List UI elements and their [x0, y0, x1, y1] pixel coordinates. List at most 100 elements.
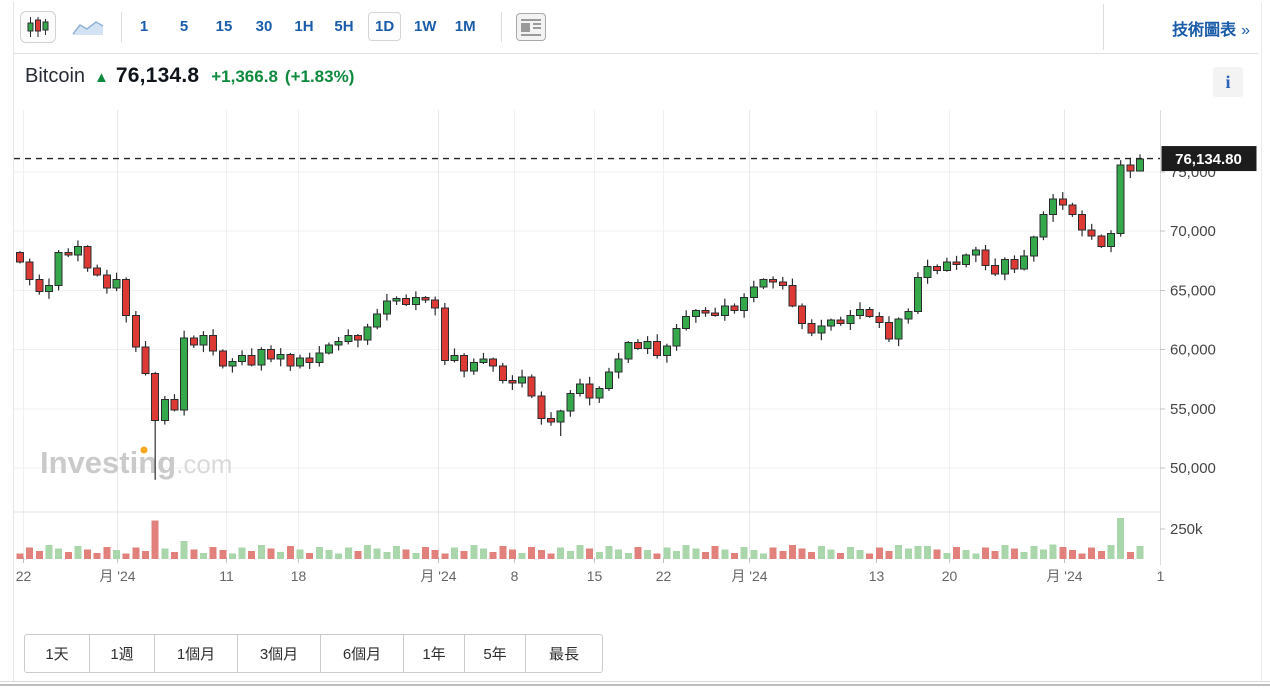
candle-body: [556, 410, 565, 423]
range-1y-button[interactable]: 1年: [403, 634, 465, 673]
volume-bar: [624, 552, 632, 559]
volume-bar: [84, 549, 92, 559]
news-icon: [521, 18, 542, 21]
last-price-tag-label: 76,134.80: [1175, 151, 1242, 168]
volume-bar: [306, 552, 314, 559]
x-tick-label: 22: [16, 568, 32, 584]
candle-body: [884, 321, 893, 340]
candle-body: [199, 334, 208, 346]
candle-body: [807, 323, 816, 334]
volume-bar: [16, 553, 24, 559]
candle-body: [923, 266, 932, 278]
candle-body: [431, 299, 440, 309]
candle-body: [865, 308, 874, 317]
candle-body: [460, 355, 469, 372]
candle-body: [479, 358, 488, 364]
date-range-selector: 1天 1週 1個月 3個月 6個月 1年 5年 最長: [24, 634, 603, 673]
candle-body: [25, 261, 34, 281]
volume-bar: [895, 545, 903, 559]
interval-1min-button[interactable]: 1: [124, 12, 164, 41]
range-3m-button[interactable]: 3個月: [237, 634, 321, 673]
volume-bar: [779, 551, 787, 559]
y-tick-label: 50,000: [1170, 460, 1216, 477]
technical-chart-link[interactable]: 技術圖表»: [1172, 16, 1250, 40]
interval-5h-button[interactable]: 5H: [324, 12, 364, 41]
watermark-accent-dot: [140, 446, 148, 454]
candle-body: [1087, 229, 1096, 237]
volume-bar: [962, 550, 970, 559]
volume-bar: [837, 552, 845, 559]
volume-bar: [122, 553, 130, 559]
interval-5min-button[interactable]: 5: [164, 12, 204, 41]
range-5y-button[interactable]: 5年: [464, 634, 526, 673]
range-max-button[interactable]: 最長: [525, 634, 603, 673]
candle-body: [1039, 214, 1048, 238]
volume-bar: [1078, 553, 1086, 559]
candle-body: [962, 254, 971, 265]
candle-body: [817, 325, 826, 334]
candle-body: [411, 297, 420, 306]
interval-30min-button[interactable]: 30: [244, 12, 284, 41]
volume-bar: [257, 545, 265, 559]
area-chart-type-button[interactable]: [71, 11, 105, 43]
volume-bar: [943, 552, 951, 559]
volume-bar: [209, 546, 217, 559]
candle-body: [450, 355, 459, 361]
candle-body: [933, 266, 942, 271]
volume-bar: [238, 547, 246, 559]
volume-bar: [296, 549, 304, 559]
range-1m-button[interactable]: 1個月: [154, 634, 238, 673]
candle-body: [682, 315, 691, 329]
interval-1d-button[interactable]: 1D: [368, 12, 402, 41]
volume-bar: [470, 545, 478, 559]
volume-bar: [74, 546, 82, 559]
range-1w-button[interactable]: 1週: [89, 634, 155, 673]
x-tick-label: 月 '24: [731, 568, 767, 584]
volume-bar: [402, 549, 410, 559]
volume-bar: [663, 547, 671, 559]
range-6m-button[interactable]: 6個月: [320, 634, 404, 673]
candle-body: [131, 314, 140, 348]
info-button[interactable]: i: [1213, 67, 1243, 97]
candle-body: [54, 252, 63, 287]
interval-1mo-button[interactable]: 1M: [445, 12, 485, 41]
candle-body: [981, 249, 990, 267]
interval-1h-button[interactable]: 1H: [284, 12, 324, 41]
interval-selector: 1 5 15 30 1H 5H 1D 1W 1M: [124, 12, 485, 41]
candle-body: [440, 307, 449, 361]
candle-body: [827, 319, 836, 327]
interval-1w-button[interactable]: 1W: [405, 12, 445, 41]
volume-bar: [702, 551, 710, 559]
candle-body: [16, 252, 24, 263]
candle-body: [653, 340, 662, 357]
volume-bar: [518, 552, 526, 559]
volume-bar: [93, 552, 101, 559]
candle-body: [614, 358, 623, 373]
candle-body: [836, 319, 845, 325]
volume-bar: [103, 546, 111, 559]
candle-body: [798, 305, 807, 325]
volume-bar: [904, 548, 912, 559]
news-overlay-button[interactable]: [516, 12, 547, 41]
volume-bar: [151, 520, 159, 559]
candle-body: [209, 334, 218, 352]
volume-bar: [1059, 546, 1067, 559]
x-tick-label: 月 '24: [99, 568, 135, 584]
candle-body: [402, 298, 411, 306]
x-tick-label: 15: [587, 568, 603, 584]
candle-body: [93, 267, 102, 276]
candle-body: [286, 353, 295, 367]
volume-bar: [692, 548, 700, 559]
volume-bar: [335, 553, 343, 559]
candle-body: [257, 349, 266, 366]
candle-body: [334, 340, 343, 346]
candle-body: [324, 344, 333, 354]
candle-body: [469, 362, 478, 372]
price-chart-canvas[interactable]: 22 月 '24 11 18 月 '24 8 15 22 月 '24 13 20 月 '24 1 Inve…: [0, 95, 1270, 590]
candlestick-chart-type-button[interactable]: [20, 10, 56, 43]
candle-body: [643, 340, 652, 349]
range-1d-button[interactable]: 1天: [24, 634, 90, 673]
candle-body: [508, 379, 517, 384]
candle-body: [35, 279, 44, 293]
interval-15min-button[interactable]: 15: [204, 12, 244, 41]
